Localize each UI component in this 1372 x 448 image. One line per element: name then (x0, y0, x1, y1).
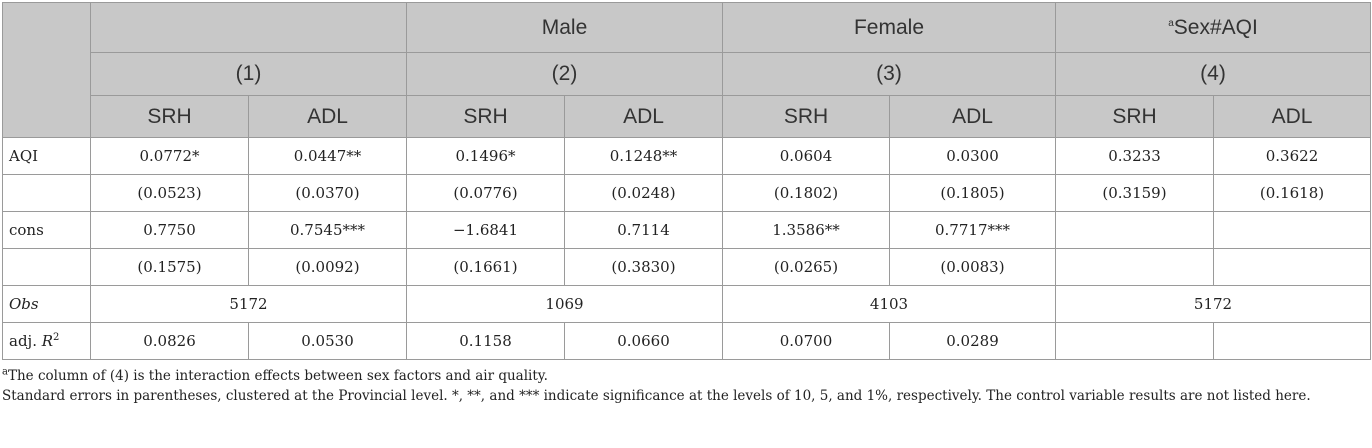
table-cell: (0.0370) (248, 174, 407, 212)
table-cell: 0.0604 (722, 137, 890, 175)
footnote-standard-errors: Standard errors in parentheses, clustere… (2, 388, 1311, 404)
header-row-groups: Male Female aSex#AQI (2, 2, 1372, 138)
header-group-1 (90, 2, 407, 53)
table-cell: (0.1661) (406, 248, 565, 286)
table-cell: (0.0092) (248, 248, 407, 286)
table-cell: 0.0447** (248, 137, 407, 175)
table-cell: 0.3622 (1212, 137, 1372, 175)
table-cell: (0.1618) (1212, 174, 1372, 212)
table-cell: (0.3159) (1055, 174, 1214, 212)
model-number: (1) (90, 52, 407, 96)
table-row-cons: cons 0.7750 0.7545*** −1.6841 0.7114 1.3… (2, 211, 1372, 249)
table-cell: 0.0289 (889, 322, 1056, 360)
table-row-aqi: AQI 0.0772* 0.0447** 0.1496* 0.1248** 0.… (2, 137, 1372, 175)
table-cell: (0.0083) (889, 248, 1056, 286)
row-label: adj. R2 (2, 322, 91, 360)
table-cell: 1.3586** (722, 211, 890, 249)
outcome-header: ADL (889, 95, 1056, 138)
regression-table: Male Female aSex#AQI (1) (2) (3) (4) SRH… (2, 2, 1372, 360)
table-cell: 0.0660 (564, 322, 723, 360)
table-cell: 0.7717*** (889, 211, 1056, 249)
table-cell: (0.0523) (90, 174, 249, 212)
table-cell: 0.7545*** (248, 211, 407, 249)
table-cell (1212, 322, 1372, 360)
model-number: (3) (722, 52, 1056, 96)
outcome-header: ADL (1212, 95, 1372, 138)
table-row-obs: Obs 5172 1069 4103 5172 (2, 285, 1372, 323)
row-label (2, 248, 91, 286)
table-cell: 0.3233 (1055, 137, 1214, 175)
table-cell: 0.0826 (90, 322, 249, 360)
header-group-sex-aqi: aSex#AQI (1054, 2, 1372, 53)
table-row-adj-r2: adj. R2 0.0826 0.0530 0.1158 0.0660 0.07… (2, 322, 1372, 360)
table-cell: 0.0700 (722, 322, 890, 360)
table-cell (1055, 248, 1214, 286)
table-cell: (0.0265) (722, 248, 890, 286)
table-cell: 0.0530 (248, 322, 407, 360)
table-row-aqi-se: (0.0523) (0.0370) (0.0776) (0.0248) (0.1… (2, 174, 1372, 212)
model-number: (4) (1054, 52, 1372, 96)
table-cell (1055, 211, 1214, 249)
table-cell: (0.0248) (564, 174, 723, 212)
table-cell: 1069 (406, 285, 723, 323)
table-cell: 5172 (90, 285, 407, 323)
outcome-header: SRH (722, 95, 890, 138)
footnote-marker-a: a (1168, 17, 1174, 29)
table-row-cons-se: (0.1575) (0.0092) (0.1661) (0.3830) (0.0… (2, 248, 1372, 286)
table-cell: (0.1575) (90, 248, 249, 286)
header-group-female: Female (722, 2, 1056, 53)
outcome-header: SRH (90, 95, 249, 138)
table-cell: (0.3830) (564, 248, 723, 286)
table-cell: 0.1158 (406, 322, 565, 360)
table-cell: (0.1802) (722, 174, 890, 212)
row-label: AQI (2, 137, 91, 175)
table-cell (1212, 211, 1372, 249)
table-cell: (0.1805) (889, 174, 1056, 212)
table-cell: 0.7750 (90, 211, 249, 249)
table-cell (1212, 248, 1372, 286)
table-cell: 0.0772* (90, 137, 249, 175)
table-cell: 4103 (722, 285, 1056, 323)
table-cell: 0.0300 (889, 137, 1056, 175)
table-cell: 0.7114 (564, 211, 723, 249)
header-group-male: Male (406, 2, 723, 53)
table-cell: 0.1496* (406, 137, 565, 175)
outcome-header: SRH (406, 95, 565, 138)
outcome-header: SRH (1055, 95, 1214, 138)
row-label: cons (2, 211, 91, 249)
outcome-header: ADL (248, 95, 407, 138)
table-cell: 0.1248** (564, 137, 723, 175)
table-cell: (0.0776) (406, 174, 565, 212)
outcome-header: ADL (564, 95, 723, 138)
row-label (2, 174, 91, 212)
footnote-a: aThe column of (4) is the interaction ef… (2, 366, 548, 384)
table-cell (1055, 322, 1214, 360)
header-row-model-numbers: (1) (2) (3) (4) (3, 52, 1372, 96)
row-label: Obs (2, 285, 91, 323)
table-cell: 5172 (1054, 285, 1372, 323)
header-corner-cell (2, 2, 91, 138)
regression-table-figure: Male Female aSex#AQI (1) (2) (3) (4) SRH… (2, 2, 1372, 406)
model-number: (2) (406, 52, 723, 96)
header-row-outcomes: SRH ADL SRH ADL SRH ADL SRH ADL (3, 95, 1372, 138)
table-footnotes: aThe column of (4) is the interaction ef… (2, 366, 1372, 406)
table-cell: −1.6841 (406, 211, 565, 249)
